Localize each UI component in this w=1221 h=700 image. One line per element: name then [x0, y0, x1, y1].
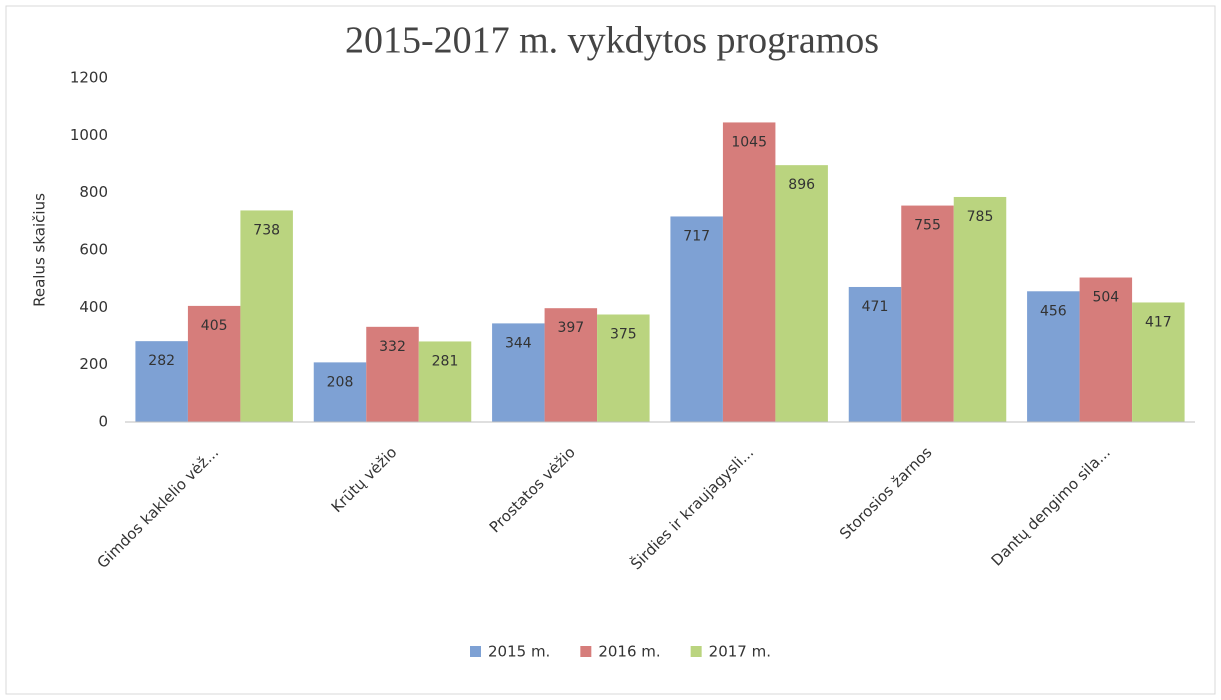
data-label: 1045: [731, 134, 767, 150]
bar: [901, 205, 954, 422]
data-label: 456: [1040, 303, 1067, 319]
data-label: 896: [788, 177, 815, 193]
y-tick-label: 1000: [70, 126, 108, 144]
y-tick-label: 1200: [70, 69, 108, 87]
data-label: 417: [1145, 314, 1172, 330]
y-tick-label: 0: [98, 413, 108, 431]
bar: [953, 196, 1007, 422]
legend-label: 2015 m.: [488, 643, 550, 661]
legend-swatch: [470, 646, 481, 657]
bar: [492, 323, 545, 422]
legend-label: 2016 m.: [598, 643, 660, 661]
bar: [1027, 291, 1080, 422]
bar: [544, 308, 598, 422]
y-tick-label: 400: [79, 298, 108, 316]
bar: [670, 216, 723, 422]
data-label: 471: [862, 299, 889, 315]
bar: [313, 362, 367, 422]
bar: [187, 305, 241, 422]
data-label: 282: [148, 353, 175, 369]
legend-label: 2017 m.: [709, 643, 771, 661]
chart-title: 2015-2017 m. vykdytos programos: [345, 20, 879, 62]
data-label: 375: [610, 327, 637, 343]
bar: [135, 341, 188, 422]
data-label: 785: [967, 209, 994, 225]
legend-swatch: [690, 646, 702, 657]
bar: [240, 210, 293, 422]
bar: [597, 314, 650, 422]
data-label: 738: [253, 222, 280, 238]
bar: [775, 165, 828, 422]
data-label: 717: [683, 228, 710, 244]
data-label: 344: [505, 335, 532, 351]
legend-swatch: [580, 646, 592, 657]
data-label: 208: [327, 374, 354, 390]
data-label: 332: [379, 339, 406, 355]
bar: [1079, 277, 1133, 422]
bar: [418, 341, 472, 422]
bar: [848, 286, 902, 422]
bar: [1132, 302, 1185, 422]
data-label: 397: [557, 320, 584, 336]
bar: [366, 326, 419, 422]
y-axis-label: Realus skaičius: [31, 193, 49, 307]
data-label: 405: [201, 318, 228, 334]
y-tick-label: 200: [79, 355, 108, 373]
bar: [722, 122, 776, 422]
y-tick-label: 600: [79, 241, 108, 259]
data-label: 504: [1092, 290, 1119, 306]
y-tick-label: 800: [79, 183, 108, 201]
data-label: 281: [432, 353, 459, 369]
data-label: 755: [914, 218, 941, 234]
